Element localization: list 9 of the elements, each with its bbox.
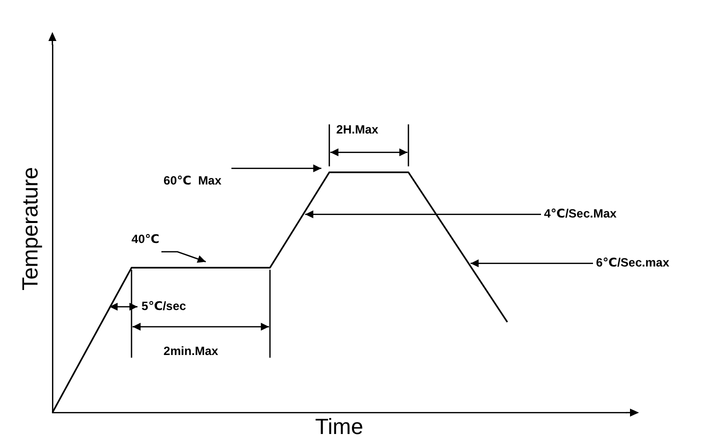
annotation: 40℃ bbox=[132, 232, 160, 246]
x-axis-title: Time bbox=[315, 414, 364, 439]
annotation: 6℃/Sec.max bbox=[596, 256, 670, 270]
annotation: 5℃/sec bbox=[142, 299, 186, 314]
annotation: 2min.Max bbox=[164, 344, 219, 358]
y-axis-title: Temperature bbox=[17, 167, 42, 291]
annotation: 4℃/Sec.Max bbox=[544, 206, 617, 221]
text: 2H.Max bbox=[336, 122, 379, 137]
annotation: 60℃ Max bbox=[164, 174, 222, 188]
